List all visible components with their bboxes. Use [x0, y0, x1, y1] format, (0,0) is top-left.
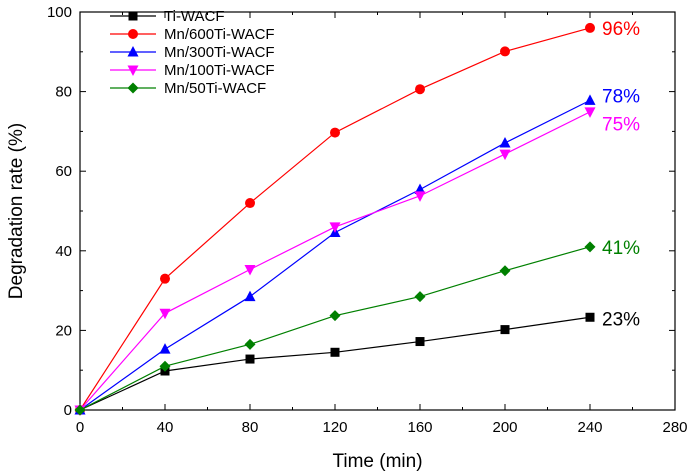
data-point: [74, 404, 86, 416]
legend-label: Mn/100Ti-WACF: [164, 62, 275, 79]
data-point: [500, 46, 510, 57]
x-tick-label: 160: [407, 419, 432, 436]
series-4: [74, 241, 596, 416]
y-tick-label: 20: [55, 322, 72, 339]
y-tick-label: 0: [64, 402, 72, 419]
legend-marker: [128, 29, 138, 39]
data-point: [244, 265, 256, 276]
data-point: [415, 84, 425, 95]
x-tick-label: 240: [577, 419, 602, 436]
data-point: [499, 265, 511, 277]
legend-label: Mn/600Ti-WACF: [164, 26, 275, 43]
series-layer: [74, 22, 596, 416]
data-point: [159, 343, 171, 354]
legend-marker: [128, 11, 138, 21]
data-point: [415, 337, 425, 347]
series-line: [79, 316, 591, 411]
annotations: 96% 78% 75% 41% 23%: [602, 19, 640, 331]
y-tick-label: 100: [47, 4, 72, 21]
legend-label: Ti-WACF: [164, 8, 225, 25]
data-point: [244, 290, 256, 302]
legend-item: Ti-WACF: [110, 8, 225, 25]
series-2: [74, 94, 596, 415]
x-tick-label: 40: [157, 419, 174, 436]
value-annotation: 96%: [602, 19, 640, 40]
data-point: [160, 273, 170, 284]
legend-label: Mn/300Ti-WACF: [164, 44, 275, 61]
data-point: [414, 291, 426, 303]
x-tick-label: 120: [322, 419, 347, 436]
series-line: [79, 99, 591, 411]
data-point: [499, 149, 511, 161]
value-annotation: 75%: [602, 114, 640, 135]
data-point: [585, 22, 595, 33]
legend-marker: [127, 46, 139, 57]
data-point: [245, 198, 255, 209]
data-point: [584, 241, 596, 253]
legend-marker: [127, 65, 139, 76]
value-annotation: 78%: [602, 87, 640, 108]
x-tick-label: 280: [662, 419, 687, 436]
data-point: [159, 360, 171, 372]
legend-item: Mn/100Ti-WACF: [110, 62, 275, 79]
data-point: [585, 312, 595, 322]
data-point: [584, 107, 596, 118]
x-axis-title: Time (min): [332, 451, 422, 472]
legend-item: Mn/600Ti-WACF: [110, 26, 275, 43]
axes: 0 40 80 120 160 200 240 280 0 20 40 60 80 100: [47, 4, 688, 436]
x-tick-label: 0: [76, 419, 84, 436]
data-point: [329, 222, 341, 233]
series-3: [74, 107, 596, 416]
x-tick-label: 200: [492, 419, 517, 436]
legend: Ti-WACFMn/600Ti-WACFMn/300Ti-WACFMn/100T…: [110, 8, 275, 97]
series-0: [75, 312, 595, 415]
value-annotation: 23%: [602, 309, 640, 330]
data-point: [329, 310, 341, 322]
series-line: [79, 111, 591, 411]
legend-label: Mn/50Ti-WACF: [164, 80, 266, 97]
x-tick-label: 80: [242, 419, 259, 436]
legend-marker: [127, 82, 139, 94]
y-axis-title: Degradation rate (%): [6, 123, 27, 299]
data-point: [245, 354, 255, 364]
value-annotation: 41%: [602, 238, 640, 259]
data-point: [499, 136, 511, 148]
data-point: [330, 347, 340, 357]
data-point: [584, 94, 596, 105]
y-tick-label: 40: [55, 243, 72, 260]
data-point: [159, 308, 171, 320]
data-point: [330, 127, 340, 138]
data-point: [244, 338, 256, 350]
data-point: [414, 191, 426, 202]
y-tick-label: 60: [55, 163, 72, 180]
legend-item: Mn/300Ti-WACF: [110, 44, 275, 61]
y-tick-label: 80: [55, 84, 72, 101]
legend-item: Mn/50Ti-WACF: [110, 80, 266, 97]
data-point: [500, 325, 510, 335]
